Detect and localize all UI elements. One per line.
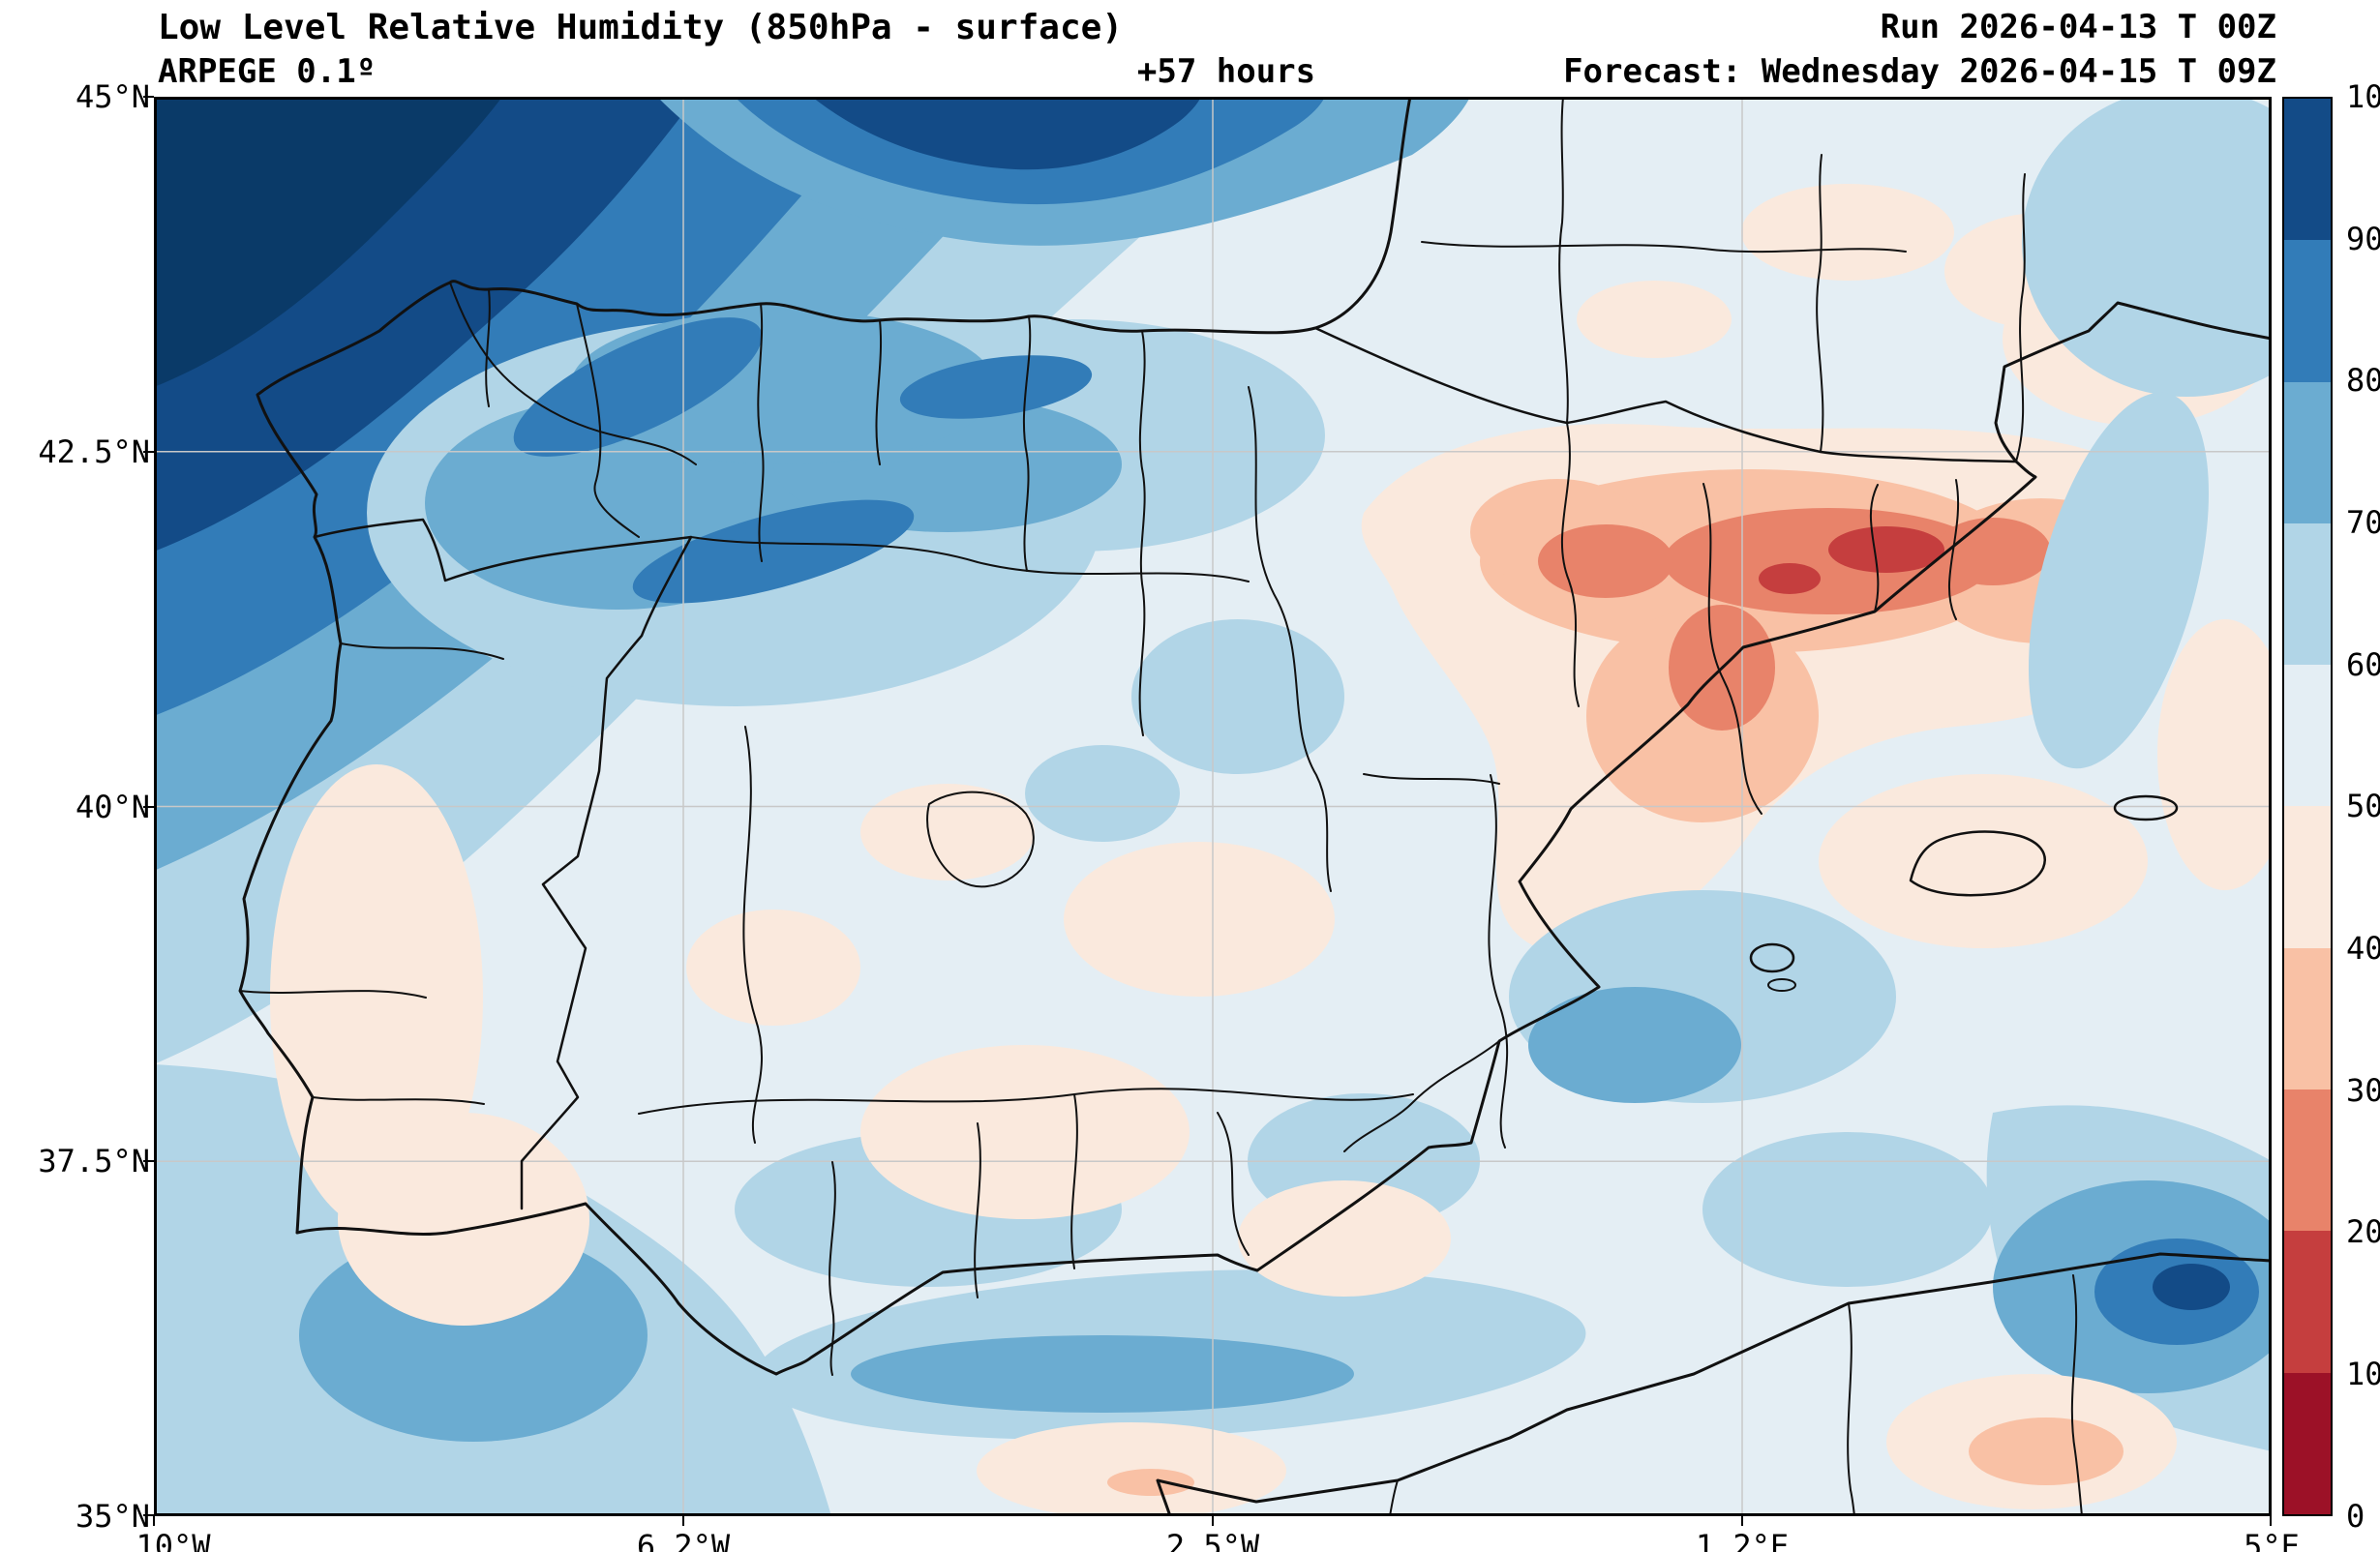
x-tick-5E: 5°E: [2244, 1528, 2300, 1552]
humidity-map-svg: [154, 97, 2272, 1516]
x-tick-6-2W: 6.2°W: [636, 1528, 731, 1552]
x-tickmark: [682, 1516, 684, 1526]
x-tickmark: [1741, 1516, 1743, 1526]
africa-coastline: [1156, 1252, 2272, 1516]
colorbar: [2282, 97, 2333, 1516]
x-tickmark: [2270, 1516, 2272, 1526]
province-borders: [239, 97, 2026, 1376]
chart-title: Low Level Relative Humidity (850hPa - su…: [158, 8, 1123, 47]
cbar-tick-70: 70: [2346, 504, 2380, 541]
forecast-label: Forecast: Wednesday 2026-04-15 T 09Z: [1563, 52, 2276, 91]
y-tick-45N: 45°N: [75, 78, 150, 115]
y-tickmark: [143, 806, 154, 808]
y-tickmark: [143, 1160, 154, 1162]
cbar-tick-10: 10: [2346, 1356, 2380, 1392]
cbar-tick-50: 50: [2346, 788, 2380, 824]
x-tick-10W: 10°W: [136, 1528, 211, 1552]
cbar-tick-20: 20: [2346, 1213, 2380, 1250]
mallorca-island: [1909, 830, 2046, 897]
y-tick-42-5N: 42.5°N: [38, 433, 150, 470]
y-tickmark: [143, 451, 154, 453]
map-plot: [154, 97, 2272, 1516]
x-tick-1-2E: 1.2°E: [1695, 1528, 1790, 1552]
cbar-tick-0: 0: [2346, 1498, 2365, 1535]
africa-borders: [1389, 1274, 2083, 1516]
cbar-tick-30: 30: [2346, 1072, 2380, 1109]
model-label: ARPEGE 0.1º: [158, 52, 377, 91]
cbar-tick-40: 40: [2346, 930, 2380, 967]
y-tickmark: [143, 1514, 154, 1516]
menorca-island: [2113, 794, 2179, 821]
plot-frame: [154, 97, 2272, 1516]
coastline-borders: [238, 97, 2272, 1516]
y-tick-35N: 35°N: [75, 1498, 150, 1535]
x-tickmark: [153, 1516, 155, 1526]
coastline: [238, 97, 2272, 1376]
lead-time-label: +57 hours: [1136, 52, 1316, 91]
x-tickmark: [1212, 1516, 1214, 1526]
cbar-tick-90: 90: [2346, 221, 2380, 257]
ibiza-island: [1749, 942, 1795, 973]
portugal-border: [313, 518, 693, 1210]
gridlines: [154, 97, 2272, 1516]
y-tick-40N: 40°N: [75, 789, 150, 825]
x-tick-2-5W: 2.5°W: [1165, 1528, 1260, 1552]
y-tick-37-5N: 37.5°N: [38, 1143, 150, 1179]
cbar-tick-100: 100: [2346, 78, 2380, 115]
formentera-island: [1767, 978, 1796, 992]
cbar-tick-60: 60: [2346, 646, 2380, 683]
pyrenees-border: [1313, 326, 2018, 463]
cbar-tick-80: 80: [2346, 362, 2380, 399]
y-tickmark: [143, 96, 154, 98]
run-label: Run 2026-04-13 T 00Z: [1880, 8, 2276, 46]
colorbar-segments: [2284, 99, 2331, 1514]
